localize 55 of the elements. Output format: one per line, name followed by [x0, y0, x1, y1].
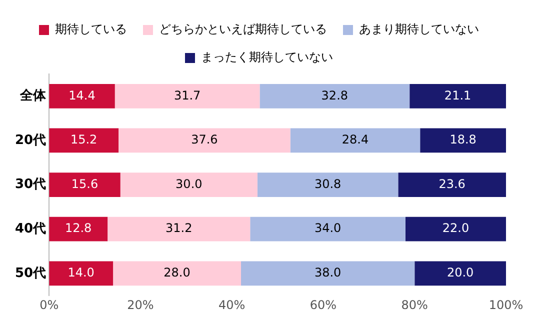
legend-label: どちらかといえば期待している [159, 22, 327, 36]
data-label: 14.0 [68, 266, 94, 280]
bar [114, 84, 260, 108]
data-label: 15.6 [71, 176, 98, 191]
y-tick-label: 30代 [14, 177, 46, 192]
data-label: 37.6 [191, 132, 218, 147]
bar [398, 172, 506, 197]
legend-label: 期待している [55, 22, 127, 36]
bar [113, 261, 241, 286]
bar [410, 84, 506, 108]
bar [414, 261, 506, 286]
y-tick-label: 50代 [14, 266, 46, 281]
data-label: 31.2 [165, 221, 192, 236]
legend-label: あまり期待していない [359, 22, 479, 36]
y-tick-label: 20代 [14, 132, 46, 148]
bar [49, 128, 119, 153]
x-tick-label: 0% [40, 298, 59, 312]
bar [240, 261, 415, 286]
x-tick-label: 80% [401, 298, 428, 312]
y-tick-label: 全体 [19, 88, 48, 104]
x-tick-label: 60% [310, 298, 337, 312]
bar [49, 84, 115, 108]
data-label: 28.0 [164, 266, 190, 280]
x-tick-label: 20% [127, 298, 154, 312]
data-label: 32.8 [321, 88, 348, 102]
data-label: 18.8 [450, 132, 476, 147]
bar [260, 84, 410, 108]
bar [108, 216, 250, 242]
bar [405, 216, 506, 242]
data-label: 15.2 [70, 132, 98, 147]
data-label: 20.0 [446, 266, 474, 280]
bar [257, 172, 398, 197]
y-tick-label: 40代 [14, 221, 46, 236]
data-label: 28.4 [342, 132, 369, 147]
data-label: 30.0 [176, 176, 202, 191]
x-tick-label: 40% [218, 298, 246, 312]
data-label: 34.0 [314, 221, 342, 236]
bar [290, 128, 420, 153]
bar [49, 216, 108, 242]
data-label: 14.4 [68, 88, 96, 102]
bar [250, 216, 406, 242]
x-tick-label: 100% [488, 298, 524, 312]
data-label: 31.7 [174, 88, 201, 102]
bar [118, 128, 290, 153]
data-label: 22.0 [442, 221, 470, 236]
bar [420, 128, 506, 153]
data-label: 21.1 [444, 88, 472, 102]
bar [49, 261, 114, 286]
bar [49, 172, 120, 197]
legend-label: まったく期待していない [201, 50, 333, 64]
data-label: 23.6 [438, 176, 466, 191]
data-label: 38.0 [314, 266, 342, 280]
data-label: 12.8 [64, 221, 92, 236]
data-label: 30.8 [314, 176, 342, 191]
bar [120, 172, 258, 197]
